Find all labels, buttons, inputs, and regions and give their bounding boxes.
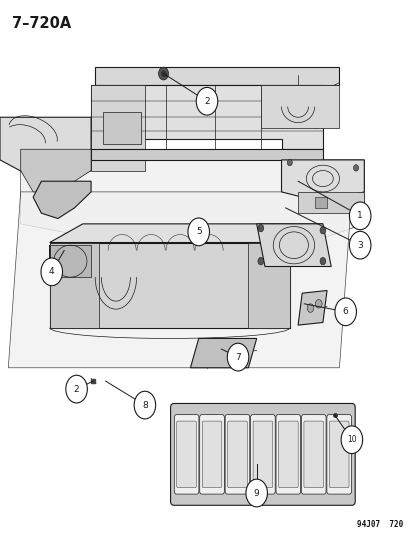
Circle shape bbox=[188, 218, 209, 246]
Polygon shape bbox=[190, 338, 256, 368]
Text: 3: 3 bbox=[356, 241, 362, 249]
FancyBboxPatch shape bbox=[199, 415, 224, 494]
FancyBboxPatch shape bbox=[252, 421, 272, 488]
Circle shape bbox=[353, 165, 358, 171]
FancyBboxPatch shape bbox=[227, 421, 247, 488]
FancyBboxPatch shape bbox=[275, 415, 300, 494]
FancyBboxPatch shape bbox=[278, 421, 297, 488]
FancyBboxPatch shape bbox=[301, 415, 325, 494]
Circle shape bbox=[161, 70, 166, 77]
FancyBboxPatch shape bbox=[303, 421, 323, 488]
Polygon shape bbox=[297, 290, 326, 325]
FancyBboxPatch shape bbox=[326, 415, 351, 494]
FancyBboxPatch shape bbox=[225, 415, 249, 494]
FancyBboxPatch shape bbox=[250, 415, 275, 494]
Polygon shape bbox=[50, 243, 289, 328]
Circle shape bbox=[196, 87, 217, 115]
Text: 2: 2 bbox=[204, 97, 209, 106]
Circle shape bbox=[287, 159, 292, 166]
Circle shape bbox=[134, 391, 155, 419]
Circle shape bbox=[349, 231, 370, 259]
Bar bbox=[314, 197, 326, 208]
Circle shape bbox=[349, 202, 370, 230]
Polygon shape bbox=[50, 245, 91, 277]
Polygon shape bbox=[50, 224, 322, 243]
Text: 7: 7 bbox=[235, 353, 240, 361]
Polygon shape bbox=[260, 85, 339, 128]
Circle shape bbox=[257, 257, 263, 265]
Polygon shape bbox=[0, 117, 91, 187]
Text: 9: 9 bbox=[253, 489, 259, 497]
Polygon shape bbox=[95, 67, 339, 85]
Circle shape bbox=[227, 343, 248, 371]
Circle shape bbox=[340, 426, 362, 454]
Circle shape bbox=[315, 300, 321, 308]
Polygon shape bbox=[91, 149, 322, 160]
Text: 94J07  720: 94J07 720 bbox=[356, 520, 403, 529]
Polygon shape bbox=[21, 149, 91, 192]
Polygon shape bbox=[103, 112, 140, 144]
Text: 10: 10 bbox=[346, 435, 356, 444]
Circle shape bbox=[257, 224, 263, 232]
Text: 4: 4 bbox=[49, 268, 55, 276]
Polygon shape bbox=[281, 160, 363, 203]
Circle shape bbox=[66, 375, 87, 403]
FancyBboxPatch shape bbox=[176, 421, 196, 488]
Polygon shape bbox=[33, 181, 91, 219]
Text: 5: 5 bbox=[195, 228, 201, 236]
Circle shape bbox=[41, 258, 62, 286]
Circle shape bbox=[319, 227, 325, 234]
Polygon shape bbox=[50, 243, 99, 328]
Polygon shape bbox=[248, 243, 289, 328]
FancyBboxPatch shape bbox=[329, 421, 348, 488]
FancyBboxPatch shape bbox=[174, 415, 198, 494]
Polygon shape bbox=[21, 160, 363, 266]
Circle shape bbox=[306, 304, 313, 312]
Polygon shape bbox=[256, 224, 330, 266]
Polygon shape bbox=[8, 192, 351, 368]
Polygon shape bbox=[91, 85, 145, 171]
Text: 8: 8 bbox=[142, 401, 147, 409]
Circle shape bbox=[334, 298, 356, 326]
FancyBboxPatch shape bbox=[202, 421, 221, 488]
Text: 1: 1 bbox=[356, 212, 362, 220]
FancyBboxPatch shape bbox=[170, 403, 354, 505]
Circle shape bbox=[158, 67, 168, 80]
Circle shape bbox=[319, 257, 325, 265]
Circle shape bbox=[245, 479, 267, 507]
Text: 7–720A: 7–720A bbox=[12, 16, 71, 31]
Text: 6: 6 bbox=[342, 308, 348, 316]
Text: 2: 2 bbox=[74, 385, 79, 393]
Polygon shape bbox=[91, 85, 322, 149]
Polygon shape bbox=[297, 192, 363, 213]
